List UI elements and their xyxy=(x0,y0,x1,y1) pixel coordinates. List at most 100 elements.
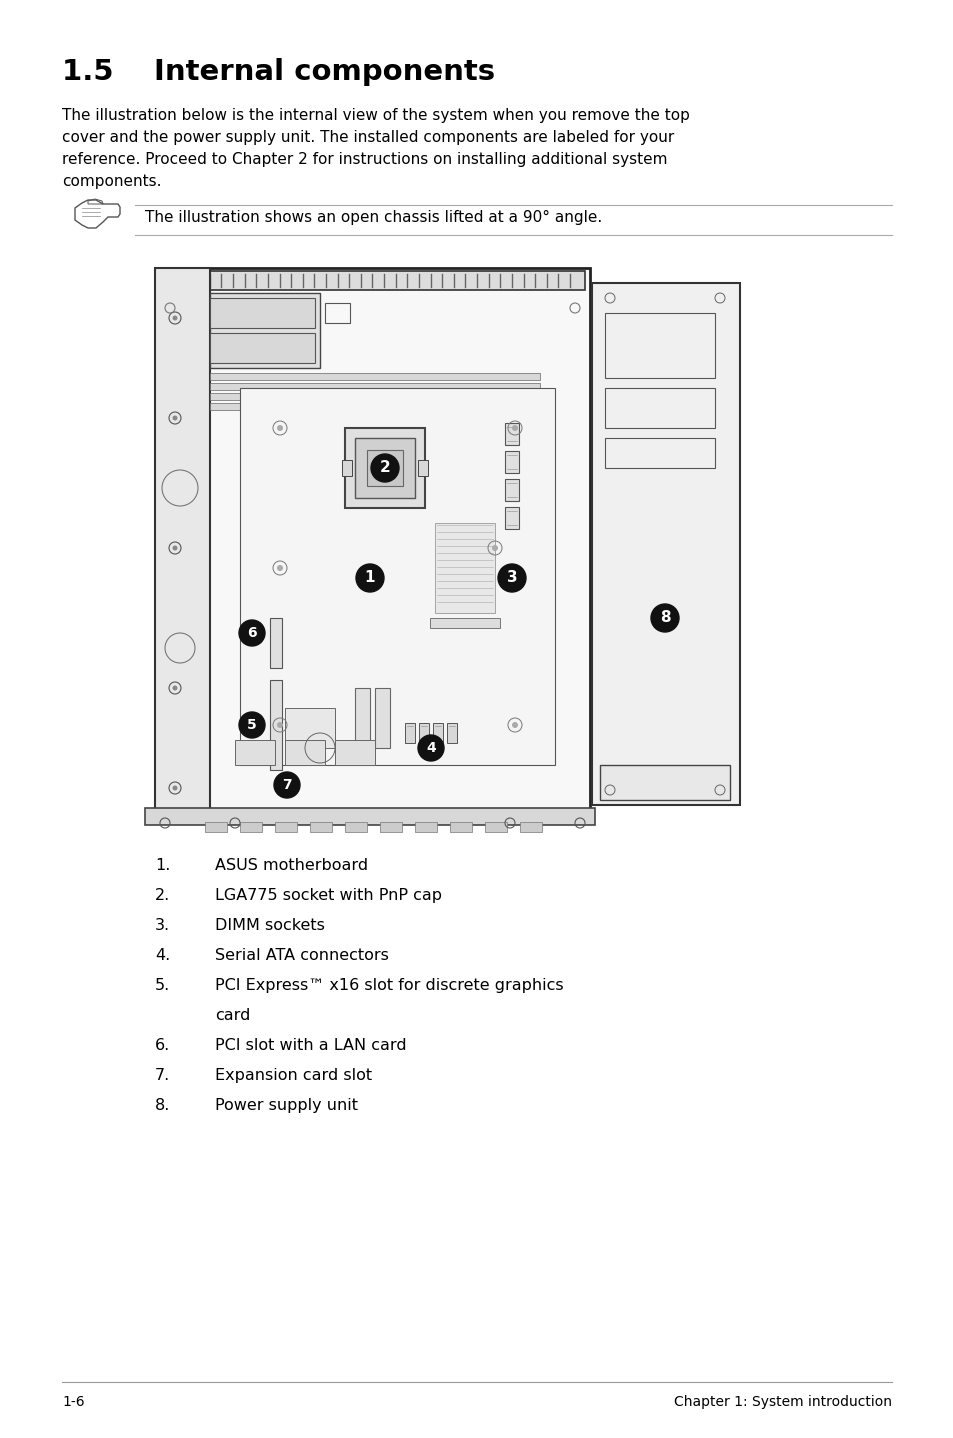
Text: 7: 7 xyxy=(282,778,292,792)
Text: 1: 1 xyxy=(364,571,375,585)
Circle shape xyxy=(239,620,265,646)
Bar xyxy=(604,388,714,429)
Text: PCI Express™ x16 slot for discrete graphics: PCI Express™ x16 slot for discrete graph… xyxy=(214,978,563,994)
Bar xyxy=(450,823,472,833)
Bar xyxy=(310,823,332,833)
Bar xyxy=(270,618,282,669)
Bar xyxy=(355,687,370,748)
Bar xyxy=(285,707,335,748)
Text: 3.: 3. xyxy=(154,917,170,933)
Circle shape xyxy=(172,315,177,321)
Text: reference. Proceed to Chapter 2 for instructions on installing additional system: reference. Proceed to Chapter 2 for inst… xyxy=(62,152,667,167)
Text: 8.: 8. xyxy=(154,1099,171,1113)
Bar xyxy=(417,460,428,476)
Text: Serial ATA connectors: Serial ATA connectors xyxy=(214,948,389,963)
Bar xyxy=(325,303,350,324)
Circle shape xyxy=(274,772,299,798)
Bar xyxy=(447,723,456,743)
Bar xyxy=(145,808,595,825)
Text: The illustration below is the internal view of the system when you remove the to: The illustration below is the internal v… xyxy=(62,108,689,124)
Circle shape xyxy=(512,426,517,431)
Bar xyxy=(592,283,740,805)
Text: 3: 3 xyxy=(506,571,517,585)
Bar xyxy=(504,423,518,444)
Text: The illustration shows an open chassis lifted at a 90° angle.: The illustration shows an open chassis l… xyxy=(145,210,601,224)
Text: Power supply unit: Power supply unit xyxy=(214,1099,357,1113)
Bar xyxy=(240,823,262,833)
Bar xyxy=(375,687,390,748)
Circle shape xyxy=(239,712,265,738)
Bar xyxy=(154,267,589,820)
Bar xyxy=(234,741,274,765)
Text: 5: 5 xyxy=(247,718,256,732)
Circle shape xyxy=(276,426,283,431)
Bar xyxy=(355,439,415,498)
Bar xyxy=(504,479,518,500)
Bar xyxy=(599,765,729,800)
Bar xyxy=(240,388,555,765)
Text: 1-6: 1-6 xyxy=(62,1395,85,1409)
Bar xyxy=(345,429,424,508)
Bar xyxy=(435,523,495,613)
Circle shape xyxy=(497,564,525,592)
Bar xyxy=(154,267,210,820)
Text: components.: components. xyxy=(62,174,161,188)
Circle shape xyxy=(492,545,497,551)
Bar xyxy=(270,680,282,769)
Bar xyxy=(367,450,402,486)
Text: ASUS motherboard: ASUS motherboard xyxy=(214,858,368,873)
Bar xyxy=(345,823,367,833)
Text: 4: 4 xyxy=(426,741,436,755)
Bar xyxy=(341,460,352,476)
Text: 6: 6 xyxy=(247,626,256,640)
Bar xyxy=(379,823,401,833)
Bar xyxy=(210,372,539,380)
Bar xyxy=(415,823,436,833)
Bar xyxy=(484,823,506,833)
Bar xyxy=(205,823,227,833)
Text: card: card xyxy=(214,1008,250,1022)
Circle shape xyxy=(276,565,283,571)
Text: cover and the power supply unit. The installed components are labeled for your: cover and the power supply unit. The ins… xyxy=(62,129,674,145)
Bar xyxy=(430,618,499,628)
Text: LGA775 socket with PnP cap: LGA775 socket with PnP cap xyxy=(214,889,441,903)
Text: 5.: 5. xyxy=(154,978,170,994)
Text: DIMM sockets: DIMM sockets xyxy=(214,917,325,933)
Bar xyxy=(433,723,442,743)
Text: 7.: 7. xyxy=(154,1068,170,1083)
Text: 1.: 1. xyxy=(154,858,171,873)
Bar xyxy=(210,383,539,390)
Bar xyxy=(160,270,584,290)
Text: 2: 2 xyxy=(379,460,390,476)
Circle shape xyxy=(355,564,384,592)
Bar xyxy=(210,334,314,362)
Circle shape xyxy=(512,722,517,728)
Bar xyxy=(504,452,518,473)
Bar xyxy=(210,298,314,328)
Bar xyxy=(604,439,714,467)
Circle shape xyxy=(172,545,177,551)
Text: 8: 8 xyxy=(659,611,670,626)
Bar xyxy=(210,403,539,410)
Bar xyxy=(405,723,415,743)
Bar xyxy=(210,293,319,368)
Bar xyxy=(285,741,325,765)
Bar xyxy=(519,823,541,833)
Circle shape xyxy=(172,785,177,791)
Circle shape xyxy=(417,735,443,761)
Bar xyxy=(274,823,296,833)
Circle shape xyxy=(172,416,177,420)
Text: 6.: 6. xyxy=(154,1038,170,1053)
Bar xyxy=(504,508,518,529)
Text: 1.5    Internal components: 1.5 Internal components xyxy=(62,58,495,86)
Text: 2.: 2. xyxy=(154,889,170,903)
Bar xyxy=(604,313,714,378)
Text: Expansion card slot: Expansion card slot xyxy=(214,1068,372,1083)
Text: Chapter 1: System introduction: Chapter 1: System introduction xyxy=(673,1395,891,1409)
Bar xyxy=(418,723,429,743)
Circle shape xyxy=(276,722,283,728)
Circle shape xyxy=(172,686,177,690)
Bar xyxy=(335,741,375,765)
Bar xyxy=(210,393,539,400)
Text: PCI slot with a LAN card: PCI slot with a LAN card xyxy=(214,1038,406,1053)
